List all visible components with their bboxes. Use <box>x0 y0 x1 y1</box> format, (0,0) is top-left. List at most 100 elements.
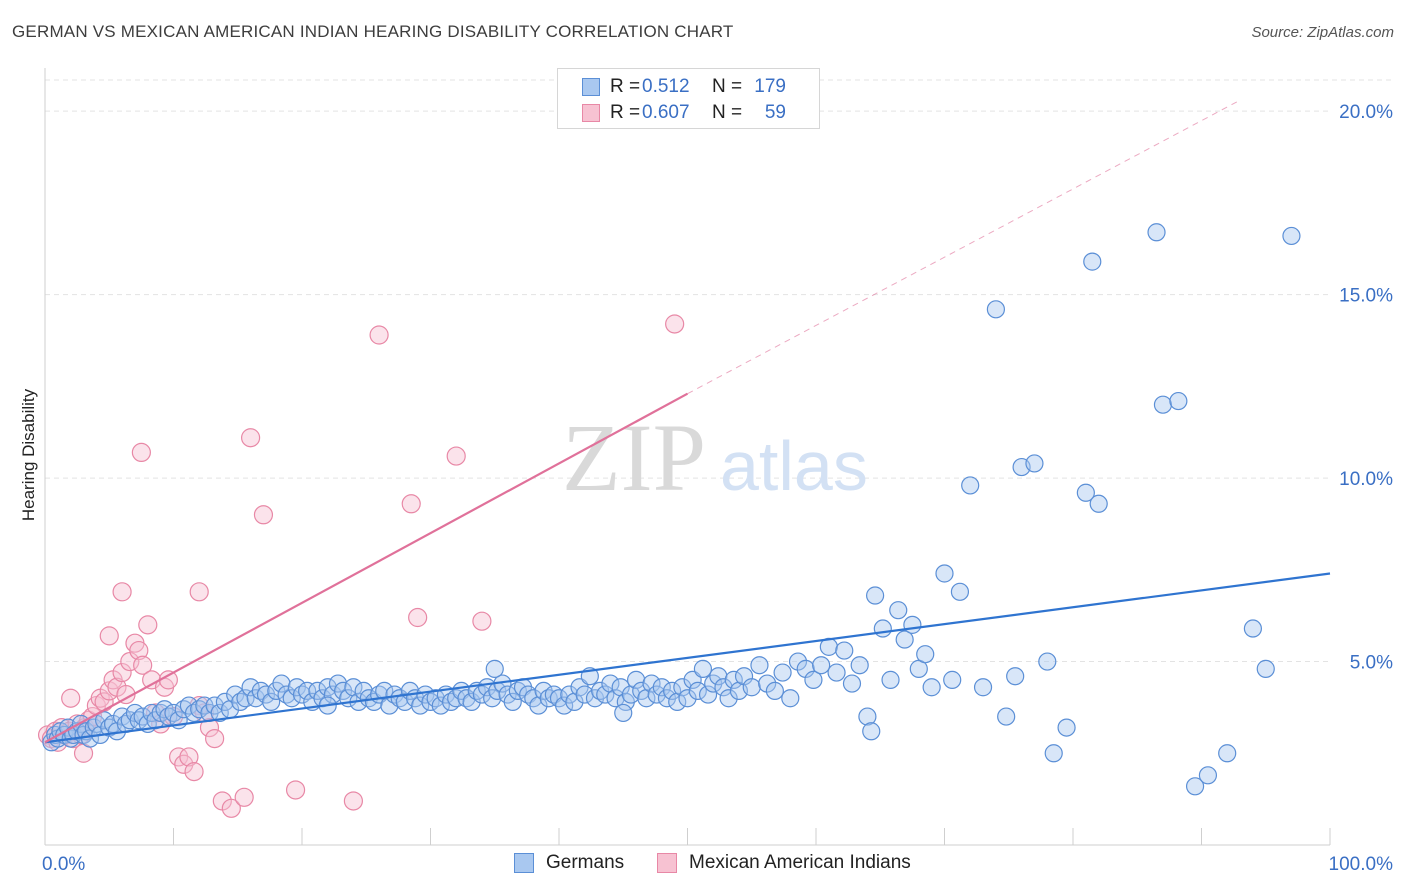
data-point <box>1243 619 1263 638</box>
r-label: R = <box>610 102 641 123</box>
data-point <box>1089 494 1108 513</box>
x-tick-label: 0.0% <box>42 854 85 875</box>
trendline-germans <box>44 572 1331 744</box>
data-point <box>758 674 777 693</box>
data-point <box>1006 667 1025 686</box>
germans-swatch <box>514 853 534 873</box>
data-point <box>950 582 970 601</box>
legend-item-mexican[interactable]: Mexican American Indians <box>657 852 911 874</box>
data-point <box>866 586 885 605</box>
data-point <box>678 689 697 708</box>
data-point <box>253 505 274 525</box>
y-tick-label: 20.0% <box>1339 102 1393 123</box>
data-point <box>827 663 846 682</box>
data-point <box>1076 483 1095 502</box>
data-point <box>272 674 291 693</box>
data-point <box>642 674 661 693</box>
data-point <box>765 681 784 700</box>
n-value: 179 <box>754 76 786 97</box>
data-point <box>555 696 574 715</box>
data-point <box>858 707 877 726</box>
data-point <box>189 582 209 602</box>
trendline-mexican <box>44 392 689 744</box>
data-point <box>961 476 980 495</box>
data-point <box>1169 391 1188 411</box>
data-point <box>184 762 204 782</box>
data-point <box>698 685 718 704</box>
data-point <box>411 696 430 715</box>
data-point <box>724 670 743 689</box>
r-label: R = <box>610 76 641 97</box>
data-point <box>916 645 935 664</box>
data-point <box>1282 226 1301 246</box>
data-point <box>112 662 132 683</box>
data-point <box>1185 777 1205 796</box>
data-point <box>179 747 199 767</box>
data-point <box>575 685 594 704</box>
mexican-swatch <box>657 853 677 873</box>
axes <box>44 68 1331 846</box>
data-point <box>205 728 225 749</box>
data-point <box>1198 766 1218 785</box>
data-point <box>138 615 158 635</box>
data-point <box>236 689 255 708</box>
data-point <box>1256 659 1275 678</box>
legend-item-germans[interactable]: Germans <box>514 852 624 874</box>
data-point <box>842 674 862 693</box>
data-point <box>862 722 881 741</box>
x-tick-label: 100.0% <box>1329 854 1394 875</box>
data-point <box>401 494 421 514</box>
data-point <box>889 601 908 620</box>
data-point <box>262 692 281 712</box>
data-point <box>665 314 685 334</box>
data-point <box>943 670 962 689</box>
data-point <box>446 446 466 466</box>
data-point <box>462 692 481 712</box>
data-point <box>986 300 1006 319</box>
n-label: N = <box>712 76 743 97</box>
tick-labels: 5.0% 10.0% 15.0% 20.0% 0.0% 100.0% <box>42 102 1393 875</box>
data-point <box>395 692 414 712</box>
data-point <box>688 681 707 700</box>
data-point <box>812 656 831 675</box>
data-point <box>61 688 81 708</box>
data-point <box>1025 454 1044 473</box>
data-point <box>1218 744 1237 763</box>
data-point <box>408 607 428 628</box>
data-point <box>626 670 646 689</box>
data-point <box>323 685 342 704</box>
data-point <box>131 442 151 463</box>
data-point <box>343 791 363 811</box>
data-point <box>241 678 260 697</box>
correlation-legend: R = 0.512 N = 179 R = 0.607 N = 59 <box>557 68 820 129</box>
y-axis-label: Hearing Disability <box>19 388 38 521</box>
data-point <box>781 689 800 708</box>
watermark-zip: ZIP <box>562 404 706 511</box>
data-point <box>241 428 261 448</box>
data-point <box>298 681 317 700</box>
data-point <box>903 615 922 634</box>
data-point <box>662 681 682 700</box>
data-point <box>234 787 254 807</box>
data-point <box>788 652 808 671</box>
data-point <box>503 692 522 712</box>
data-point <box>742 678 761 697</box>
data-point <box>804 670 823 689</box>
data-point <box>895 630 914 649</box>
data-point <box>773 663 792 682</box>
r-value: 0.512 <box>642 76 690 97</box>
data-point <box>873 619 892 638</box>
data-point <box>673 678 692 697</box>
data-point <box>614 703 633 723</box>
data-point <box>973 678 993 697</box>
data-point <box>99 626 119 646</box>
data-point <box>606 689 625 708</box>
data-point <box>282 689 301 708</box>
data-point <box>709 667 728 686</box>
gridlines <box>45 79 1393 663</box>
n-label: N = <box>712 102 743 123</box>
data-point <box>472 611 492 631</box>
data-point <box>714 678 733 697</box>
data-point <box>129 640 149 661</box>
watermark-atlas: atlas <box>720 427 868 505</box>
